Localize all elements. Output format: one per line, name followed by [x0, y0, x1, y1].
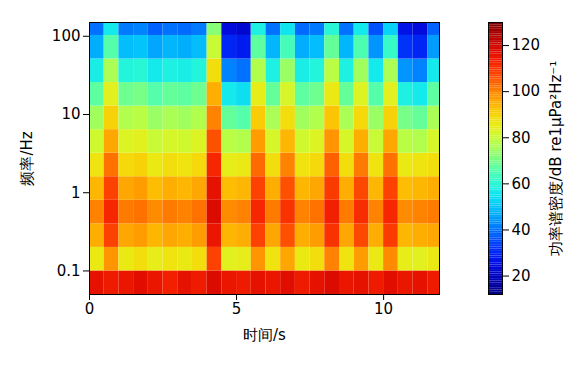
- svg-text:20: 20: [512, 267, 531, 285]
- svg-text:频率/Hz: 频率/Hz: [18, 131, 36, 185]
- svg-text:100: 100: [512, 82, 541, 100]
- svg-text:10: 10: [374, 300, 393, 318]
- svg-text:80: 80: [512, 129, 531, 147]
- svg-text:1: 1: [71, 184, 81, 202]
- svg-text:0: 0: [85, 300, 95, 318]
- svg-text:功率谱密度/dB re1μPa²Hz⁻¹: 功率谱密度/dB re1μPa²Hz⁻¹: [547, 61, 565, 256]
- svg-text:40: 40: [512, 221, 531, 239]
- svg-text:120: 120: [512, 36, 541, 54]
- svg-text:0.1: 0.1: [57, 262, 81, 280]
- svg-text:5: 5: [232, 300, 242, 318]
- svg-text:60: 60: [512, 175, 531, 193]
- svg-text:时间/s: 时间/s: [243, 326, 286, 344]
- svg-text:100: 100: [52, 27, 81, 45]
- svg-text:10: 10: [61, 105, 80, 123]
